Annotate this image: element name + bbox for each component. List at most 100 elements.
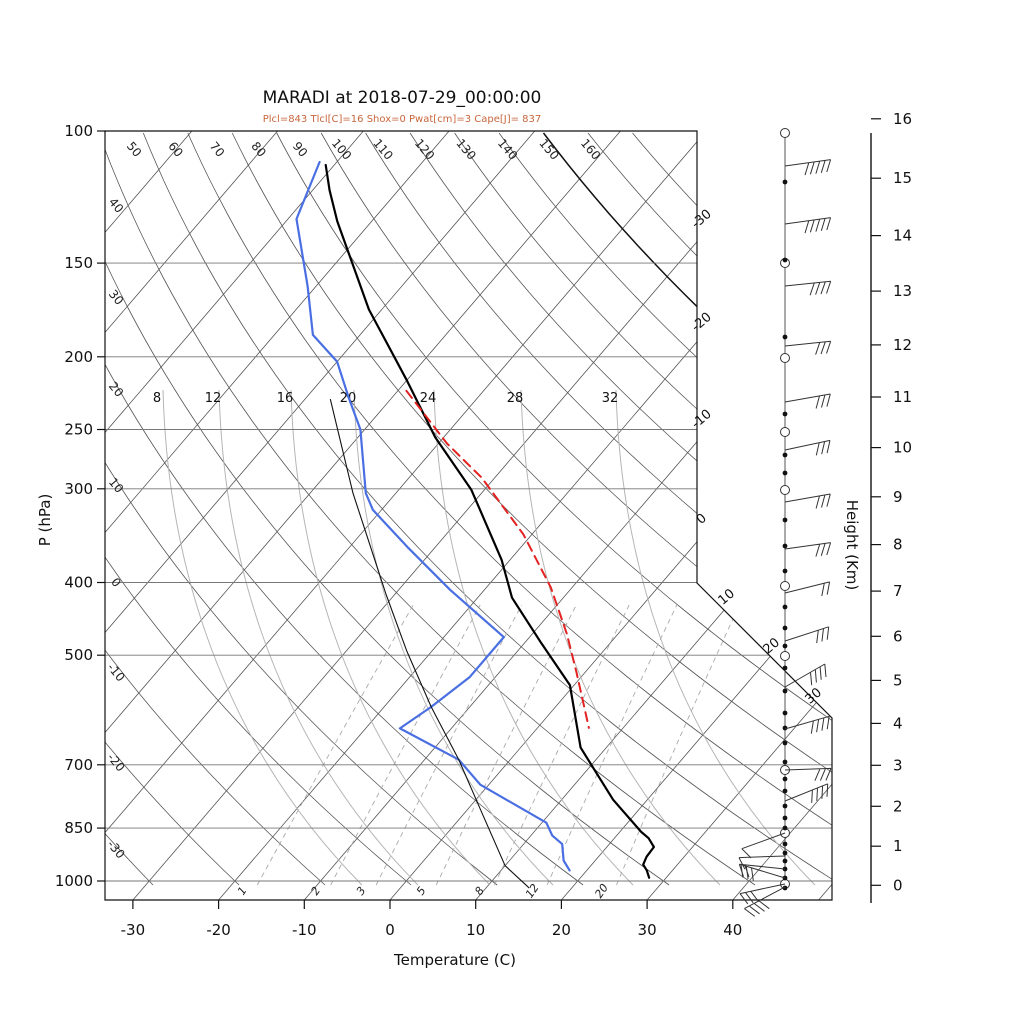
height-tick-label: 4: [893, 714, 903, 732]
mixing-ratio-label: 8: [472, 884, 487, 897]
pressure-tick-label: 100: [64, 122, 93, 140]
pressure-tick-label: 850: [64, 819, 93, 837]
pressure-tick-label: 200: [64, 348, 93, 366]
wind-barb: [784, 767, 832, 781]
wind-barb: [784, 542, 832, 557]
height-tick-label: 6: [893, 627, 903, 645]
height-tick-label: 8: [893, 536, 903, 554]
height-tick-label: 13: [893, 282, 912, 300]
wind-barb: [744, 886, 786, 917]
wind-level-dot: [782, 665, 788, 671]
wind-level-dot: [782, 411, 788, 417]
height-tick-label: 16: [893, 110, 912, 128]
wind-barb: [784, 626, 830, 644]
moist-adiabat-label: 32: [602, 391, 619, 406]
height-tick-label: 2: [893, 797, 903, 815]
moist-adiabat-gridlines: [162, 389, 816, 886]
dry-adiabat-left-label: 40: [106, 195, 127, 216]
wind-level-circle: [780, 485, 790, 495]
height-tick-label: 9: [893, 488, 903, 506]
wind-level-dot: [782, 452, 788, 458]
wind-level-dot: [782, 334, 788, 340]
wind-level-dot: [782, 740, 788, 746]
wind-level-dot: [782, 803, 788, 809]
moist-adiabat-label: 16: [277, 391, 294, 406]
height-tick-label: 5: [893, 671, 903, 689]
wind-level-circle: [780, 353, 790, 363]
isotherm-right-label: 0: [694, 511, 710, 528]
dry-adiabat-dark: [542, 132, 832, 886]
temperature-tick-label: -20: [206, 921, 231, 939]
moist-adiabat-label: 24: [420, 391, 437, 406]
temperature-tick-label: -10: [292, 921, 317, 939]
height-tick-label: 1: [893, 837, 903, 855]
wind-level-dot: [782, 885, 788, 891]
mixing-ratio-label: 5: [414, 884, 429, 897]
wind-level-dot: [782, 604, 788, 610]
plot-frame: [104, 130, 833, 901]
dry-adiabat-top-label: 150: [536, 136, 561, 163]
secondary-profile-line: [329, 398, 530, 889]
pressure-tick-label: 150: [64, 254, 93, 272]
dry-adiabat-top-label: 130: [453, 136, 478, 163]
temperature-tick-label: 20: [552, 921, 571, 939]
height-tick-label: 14: [893, 227, 912, 245]
height-tick-label: 0: [893, 876, 903, 894]
wind-barb: [784, 439, 831, 456]
wind-barb: [784, 663, 827, 688]
mixing-ratio-label: 20: [592, 882, 611, 901]
wind-level-dot: [782, 643, 788, 649]
wind-barb: [784, 393, 831, 409]
dry-adiabat-left-label: 0: [108, 575, 124, 590]
isotherm-right-label: -20: [689, 310, 715, 335]
wind-level-dot: [782, 179, 788, 185]
height-tick-label: 3: [893, 756, 903, 774]
height-tick-label: 10: [893, 439, 912, 457]
dry-adiabat-top-label: 50: [124, 139, 145, 160]
wind-barb: [738, 855, 786, 870]
subtitle-parameters: Plcl=843 Tlcl[C]=16 Shox=0 Pwat[cm]=3 Ca…: [262, 114, 542, 125]
wind-barb: [739, 883, 786, 905]
height-tick-label: 11: [893, 388, 912, 406]
pressure-tick-label: 1000: [55, 872, 93, 890]
wind-level-dot: [782, 788, 788, 794]
isotherm-diagonal-label: 20: [761, 635, 783, 657]
wind-level-circle: [780, 581, 790, 591]
wind-barb: [784, 217, 832, 234]
wind-level-dot: [782, 568, 788, 574]
pressure-tick-label: 500: [64, 646, 93, 664]
dewpoint-line: [295, 160, 571, 872]
wind-barb: [784, 715, 830, 734]
temperature-tick-label: 10: [466, 921, 485, 939]
wind-barb: [784, 581, 831, 597]
pressure-tick-label: 300: [64, 480, 93, 498]
mixing-ratio-label: 3: [354, 884, 369, 897]
temperature-tick-label: 0: [385, 921, 395, 939]
dry-adiabat-left-label: -10: [104, 660, 127, 684]
wind-barb: [741, 832, 786, 859]
temperature-tick-label: 30: [638, 921, 657, 939]
dry-adiabat-top-label: 140: [495, 136, 520, 163]
pressure-tick-label: 700: [64, 756, 93, 774]
wind-level-dot: [782, 815, 788, 821]
wind-barb: [784, 493, 831, 509]
dry-adiabat-top-label: 160: [578, 136, 603, 163]
wind-level-dot: [782, 759, 788, 765]
moist-adiabat-label: 8: [153, 391, 161, 406]
height-tick-label: 12: [893, 336, 912, 354]
wind-level-dot: [782, 776, 788, 782]
dry-adiabat-top-label: 110: [370, 136, 395, 163]
wind-barb: [784, 340, 832, 355]
wind-level-circle: [780, 651, 790, 661]
wind-barb: [784, 783, 829, 803]
isotherm-diagonal-label: 30: [803, 685, 825, 707]
wind-barb: [784, 280, 832, 296]
wind-level-dot: [782, 725, 788, 731]
wind-level-dot: [782, 517, 788, 523]
dry-adiabat-left-label: 10: [106, 475, 127, 496]
wind-level-dot: [782, 688, 788, 694]
parcel-line: [405, 389, 590, 729]
wind-level-dot: [782, 850, 788, 856]
